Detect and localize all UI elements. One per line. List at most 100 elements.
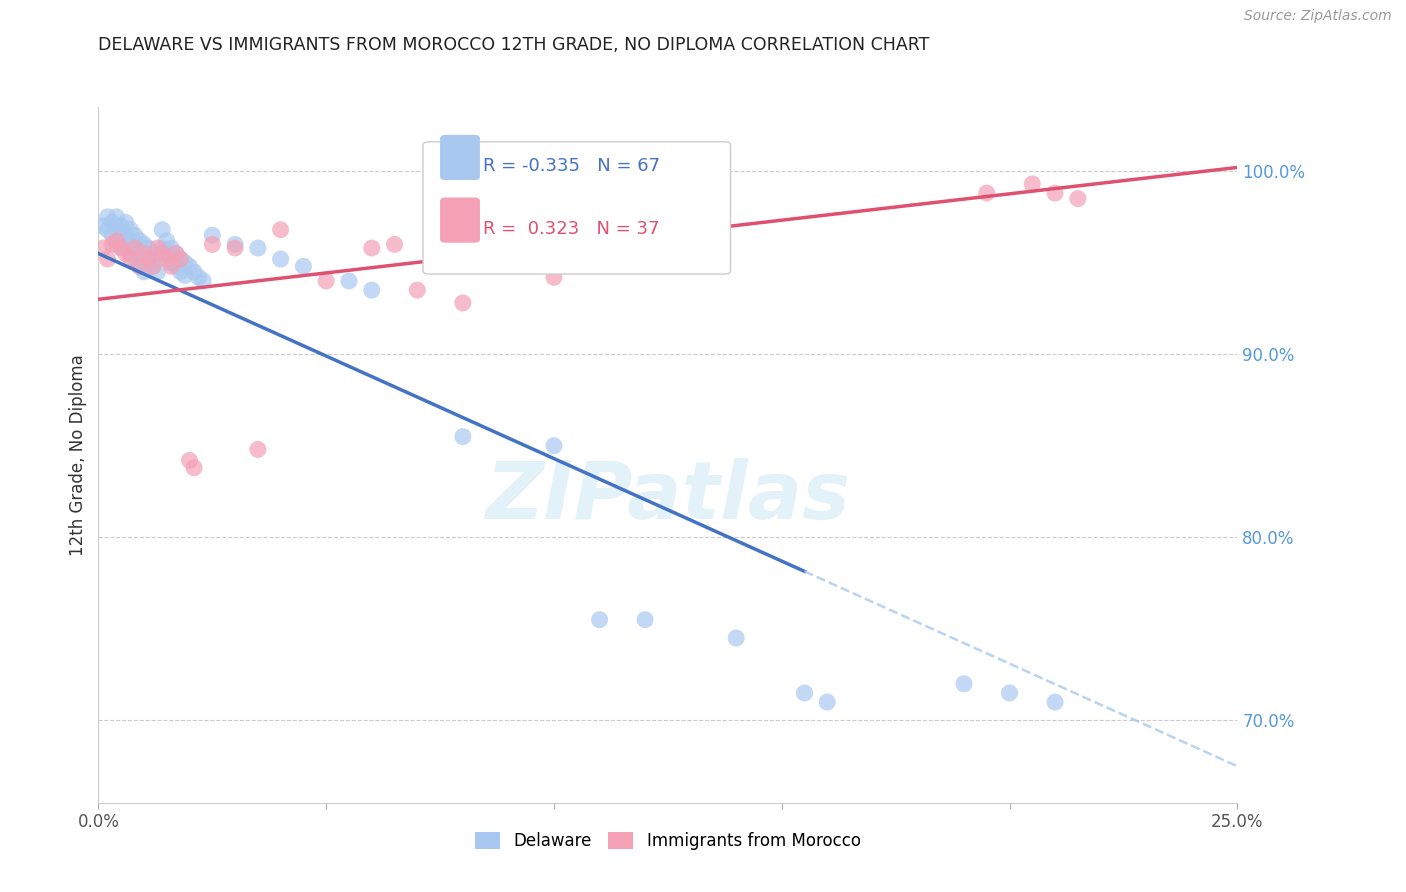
Point	[634, 219, 657, 233]
Point	[128, 246, 150, 260]
Point	[224, 241, 246, 255]
Legend: Delaware, Immigrants from Morocco: Delaware, Immigrants from Morocco	[468, 826, 868, 857]
Point	[174, 255, 197, 269]
Point	[165, 260, 187, 274]
Point	[101, 228, 124, 243]
Point	[128, 260, 150, 274]
Point	[179, 453, 201, 467]
Point	[725, 631, 748, 645]
Point	[156, 234, 179, 248]
Point	[634, 613, 657, 627]
Point	[105, 210, 128, 224]
Point	[953, 677, 976, 691]
Point	[156, 246, 179, 260]
Point	[1067, 192, 1090, 206]
Point	[543, 439, 565, 453]
Point	[588, 613, 610, 627]
Point	[451, 429, 474, 443]
Point	[160, 241, 183, 255]
Point	[150, 246, 173, 260]
Point	[174, 268, 197, 283]
Point	[110, 241, 132, 255]
Point	[270, 252, 292, 266]
Y-axis label: 12th Grade, No Diploma: 12th Grade, No Diploma	[69, 354, 87, 556]
Point	[138, 241, 160, 255]
Point	[150, 241, 173, 255]
Point	[128, 234, 150, 248]
Point	[128, 260, 150, 274]
Text: R =  0.323   N = 37: R = 0.323 N = 37	[484, 219, 659, 238]
Point	[114, 215, 136, 229]
Point	[124, 241, 146, 255]
Text: DELAWARE VS IMMIGRANTS FROM MOROCCO 12TH GRADE, NO DIPLOMA CORRELATION CHART: DELAWARE VS IMMIGRANTS FROM MOROCCO 12TH…	[98, 36, 929, 54]
Point	[91, 241, 114, 255]
Point	[91, 219, 114, 233]
Point	[1043, 186, 1066, 200]
Point	[976, 186, 998, 200]
Point	[120, 246, 142, 260]
Point	[179, 260, 201, 274]
Point	[150, 223, 173, 237]
Point	[360, 241, 382, 255]
Point	[270, 223, 292, 237]
Point	[110, 219, 132, 233]
Point	[101, 237, 124, 252]
Point	[246, 442, 269, 457]
Point	[132, 252, 155, 266]
Point	[146, 265, 169, 279]
Point	[96, 223, 118, 237]
Point	[120, 234, 142, 248]
Point	[183, 265, 205, 279]
Point	[124, 228, 146, 243]
Point	[120, 252, 142, 266]
Point	[1043, 695, 1066, 709]
Point	[165, 246, 187, 260]
Point	[292, 260, 315, 274]
Point	[156, 252, 179, 266]
Point	[124, 252, 146, 266]
Point	[543, 270, 565, 285]
Point	[105, 234, 128, 248]
Point	[138, 255, 160, 269]
Point	[406, 283, 429, 297]
Point	[165, 246, 187, 260]
Point	[114, 241, 136, 255]
Point	[110, 228, 132, 243]
Point	[160, 255, 183, 269]
Point	[315, 274, 337, 288]
Text: ZIPatlas: ZIPatlas	[485, 458, 851, 536]
Point	[815, 695, 838, 709]
Point	[105, 237, 128, 252]
Point	[793, 686, 815, 700]
Point	[1021, 177, 1043, 191]
Point	[120, 223, 142, 237]
Point	[142, 260, 165, 274]
Point	[132, 246, 155, 260]
Point	[201, 237, 224, 252]
Point	[124, 241, 146, 255]
Point	[169, 265, 191, 279]
Point	[132, 237, 155, 252]
Point	[138, 252, 160, 266]
Point	[384, 237, 406, 252]
FancyBboxPatch shape	[423, 142, 731, 274]
FancyBboxPatch shape	[440, 135, 479, 180]
Text: Source: ZipAtlas.com: Source: ZipAtlas.com	[1244, 9, 1392, 23]
Point	[360, 283, 382, 297]
Point	[146, 241, 169, 255]
Point	[110, 241, 132, 255]
Point	[114, 246, 136, 260]
Point	[337, 274, 360, 288]
Point	[246, 241, 269, 255]
Point	[998, 686, 1021, 700]
Point	[201, 228, 224, 243]
Point	[142, 246, 165, 260]
Point	[224, 237, 246, 252]
Text: R = -0.335   N = 67: R = -0.335 N = 67	[484, 157, 661, 175]
Point	[146, 252, 169, 266]
Point	[169, 252, 191, 266]
Point	[96, 210, 118, 224]
Point	[183, 460, 205, 475]
Point	[114, 228, 136, 243]
Point	[132, 265, 155, 279]
